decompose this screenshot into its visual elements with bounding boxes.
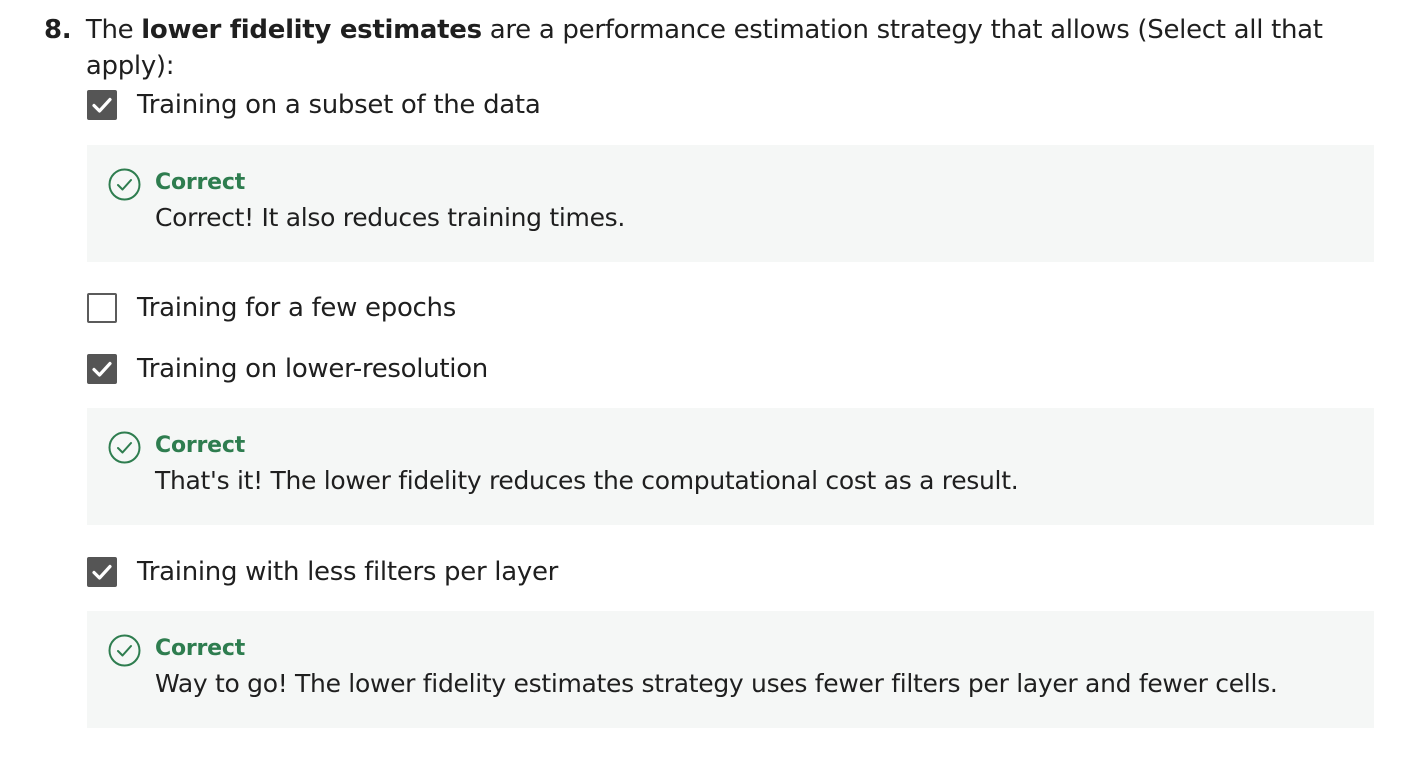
checkbox-checked[interactable]: [87, 354, 117, 384]
check-icon: [92, 564, 112, 580]
feedback-panel: Correct Correct! It also reduces trainin…: [87, 145, 1374, 262]
option-subset-of-data[interactable]: Training on a subset of the data: [87, 89, 541, 121]
check-circle-icon: [108, 431, 141, 464]
check-circle-icon: [108, 634, 141, 667]
option-less-filters[interactable]: Training with less filters per layer: [87, 556, 558, 588]
option-label: Training on a subset of the data: [137, 90, 541, 120]
check-icon: [92, 361, 112, 377]
option-lower-resolution[interactable]: Training on lower-resolution: [87, 353, 488, 385]
check-icon: [92, 97, 112, 113]
check-circle-icon: [108, 168, 141, 201]
checkbox-unchecked[interactable]: [87, 293, 117, 323]
question-text: The lower fidelity estimates are a perfo…: [86, 12, 1384, 84]
feedback-text: That's it! The lower fidelity reduces th…: [155, 466, 1019, 495]
option-label: Training for a few epochs: [137, 293, 456, 323]
option-label: Training on lower-resolution: [137, 354, 488, 384]
feedback-text: Correct! It also reduces training times.: [155, 203, 626, 232]
question-number: 8.: [44, 15, 72, 45]
feedback-title: Correct: [155, 170, 246, 195]
question-suffix: are a performance estimation strategy th…: [85, 15, 1323, 81]
feedback-panel: Correct That's it! The lower fidelity re…: [87, 408, 1374, 525]
option-label: Training with less filters per layer: [137, 557, 559, 587]
quiz-question: 8. The lower fidelity estimates are a pe…: [44, 12, 1384, 84]
feedback-text: Way to go! The lower fidelity estimates …: [155, 669, 1278, 698]
checkbox-checked[interactable]: [87, 557, 117, 587]
option-few-epochs[interactable]: Training for a few epochs: [87, 292, 456, 324]
feedback-panel: Correct Way to go! The lower fidelity es…: [87, 611, 1374, 728]
question-emphasis: lower fidelity estimates: [141, 15, 482, 45]
feedback-title: Correct: [155, 433, 246, 458]
checkbox-checked[interactable]: [87, 90, 117, 120]
feedback-title: Correct: [155, 636, 246, 661]
question-prefix: The: [85, 15, 142, 45]
question-header: 8. The lower fidelity estimates are a pe…: [44, 12, 1384, 84]
